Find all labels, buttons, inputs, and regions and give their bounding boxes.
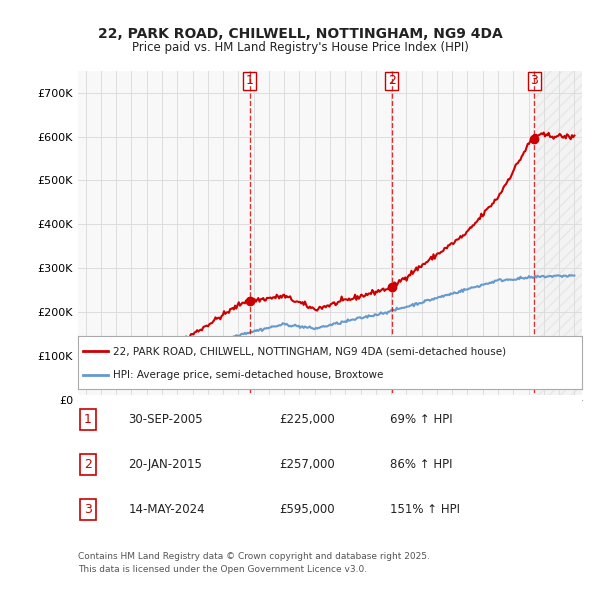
Text: 151% ↑ HPI: 151% ↑ HPI bbox=[391, 503, 460, 516]
Text: 30-SEP-2005: 30-SEP-2005 bbox=[128, 413, 203, 426]
Text: 86% ↑ HPI: 86% ↑ HPI bbox=[391, 458, 453, 471]
Text: 1: 1 bbox=[246, 74, 254, 87]
Text: 3: 3 bbox=[530, 74, 538, 87]
Text: 2: 2 bbox=[84, 458, 92, 471]
Text: £225,000: £225,000 bbox=[280, 413, 335, 426]
Text: 2: 2 bbox=[388, 74, 396, 87]
Text: HPI: Average price, semi-detached house, Broxtowe: HPI: Average price, semi-detached house,… bbox=[113, 369, 383, 379]
Text: 20-JAN-2015: 20-JAN-2015 bbox=[128, 458, 202, 471]
Text: 1: 1 bbox=[84, 413, 92, 426]
Text: 22, PARK ROAD, CHILWELL, NOTTINGHAM, NG9 4DA (semi-detached house): 22, PARK ROAD, CHILWELL, NOTTINGHAM, NG9… bbox=[113, 346, 506, 356]
Text: 14-MAY-2024: 14-MAY-2024 bbox=[128, 503, 205, 516]
Text: 3: 3 bbox=[84, 503, 92, 516]
Text: 69% ↑ HPI: 69% ↑ HPI bbox=[391, 413, 453, 426]
Text: 22, PARK ROAD, CHILWELL, NOTTINGHAM, NG9 4DA: 22, PARK ROAD, CHILWELL, NOTTINGHAM, NG9… bbox=[98, 27, 502, 41]
Text: Price paid vs. HM Land Registry's House Price Index (HPI): Price paid vs. HM Land Registry's House … bbox=[131, 41, 469, 54]
Text: This data is licensed under the Open Government Licence v3.0.: This data is licensed under the Open Gov… bbox=[78, 565, 367, 574]
Text: £595,000: £595,000 bbox=[280, 503, 335, 516]
Text: Contains HM Land Registry data © Crown copyright and database right 2025.: Contains HM Land Registry data © Crown c… bbox=[78, 552, 430, 560]
Text: £257,000: £257,000 bbox=[280, 458, 335, 471]
